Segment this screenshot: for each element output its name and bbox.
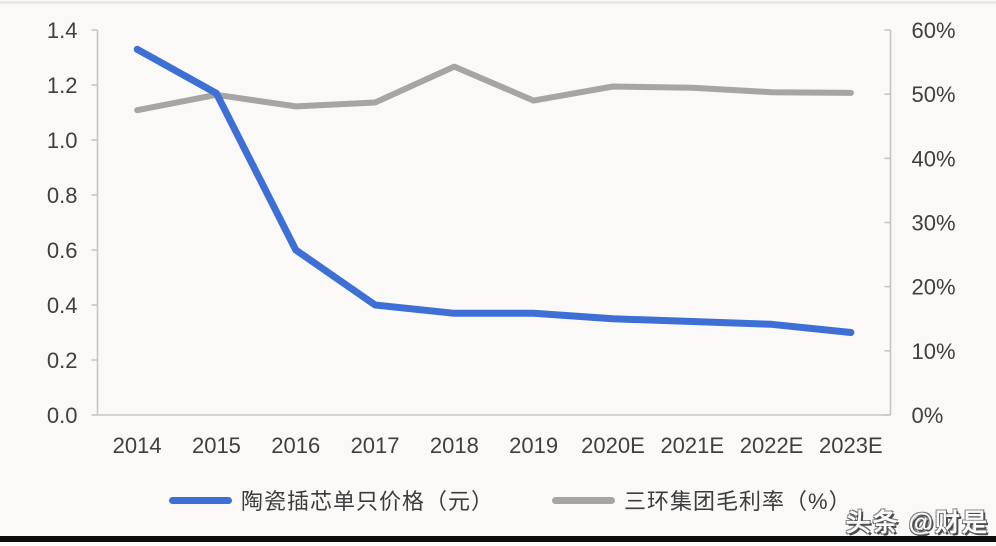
left-axis-tick-label: 0.2: [47, 348, 78, 373]
x-axis-label: 2019: [509, 433, 558, 458]
watermark: 头条 @财是: [845, 509, 989, 537]
right-axis-tick-label: 60%: [912, 18, 956, 43]
left-axis-tick-label: 0.0: [47, 403, 78, 428]
right-axis-tick-label: 30%: [912, 211, 956, 236]
legend-label-price: 陶瓷插芯单只价格（元）: [241, 489, 495, 514]
right-axis-tick-label: 10%: [912, 339, 956, 364]
right-axis-tick-label: 20%: [912, 275, 956, 300]
price-line: [133, 45, 855, 336]
x-axis-label: 2021E: [660, 433, 724, 458]
bottom-bar: [0, 536, 996, 542]
left-axis-tick-label: 0.6: [47, 238, 78, 263]
x-axis-label: 2023E: [819, 433, 883, 458]
x-axis-label: 2018: [430, 433, 479, 458]
x-axis-label: 2014: [113, 433, 162, 458]
right-axis-tick-label: 40%: [912, 146, 956, 171]
left-axis-tick-label: 0.4: [47, 293, 78, 318]
left-axis-tick-label: 1.2: [47, 73, 78, 98]
legend-item-margin: 三环集团毛利率（%）: [552, 484, 852, 516]
chart-area: 1.4 1.2 1.0 0.8 0.6 0.4 0.2 0.0 60% 50% 40% 30% 20% 1…: [47, 18, 956, 458]
legend-swatch-margin-line: [552, 496, 616, 504]
right-axis-tick-label: 50%: [912, 82, 956, 107]
legend-label-margin: 三环集团毛利率（%）: [624, 489, 852, 514]
margin-line: [134, 63, 854, 114]
legend-item-price: 陶瓷插芯单只价格（元）: [169, 484, 494, 516]
left-axis-tick-label: 0.8: [47, 183, 78, 208]
x-axis-label: 2017: [351, 433, 400, 458]
x-axis-label: 2020E: [581, 433, 645, 458]
x-axis-label: 2015: [192, 433, 241, 458]
dual-axis-line-chart: 1.4 1.2 1.0 0.8 0.6 0.4 0.2 0.0 60% 50% 40% 30% 20% 1…: [47, 18, 956, 458]
left-axis-tick-label: 1.4: [47, 18, 78, 43]
x-axis-label: 2016: [271, 433, 320, 458]
legend-swatch-price-line: [169, 496, 232, 504]
x-axis-label: 2022E: [740, 433, 804, 458]
top-divider: [0, 1, 996, 4]
right-axis-tick-label: 0%: [912, 403, 944, 428]
chart-legend: 陶瓷插芯单只价格（元） 三环集团毛利率（%）: [169, 484, 852, 516]
left-axis-tick-label: 1.0: [47, 128, 78, 153]
